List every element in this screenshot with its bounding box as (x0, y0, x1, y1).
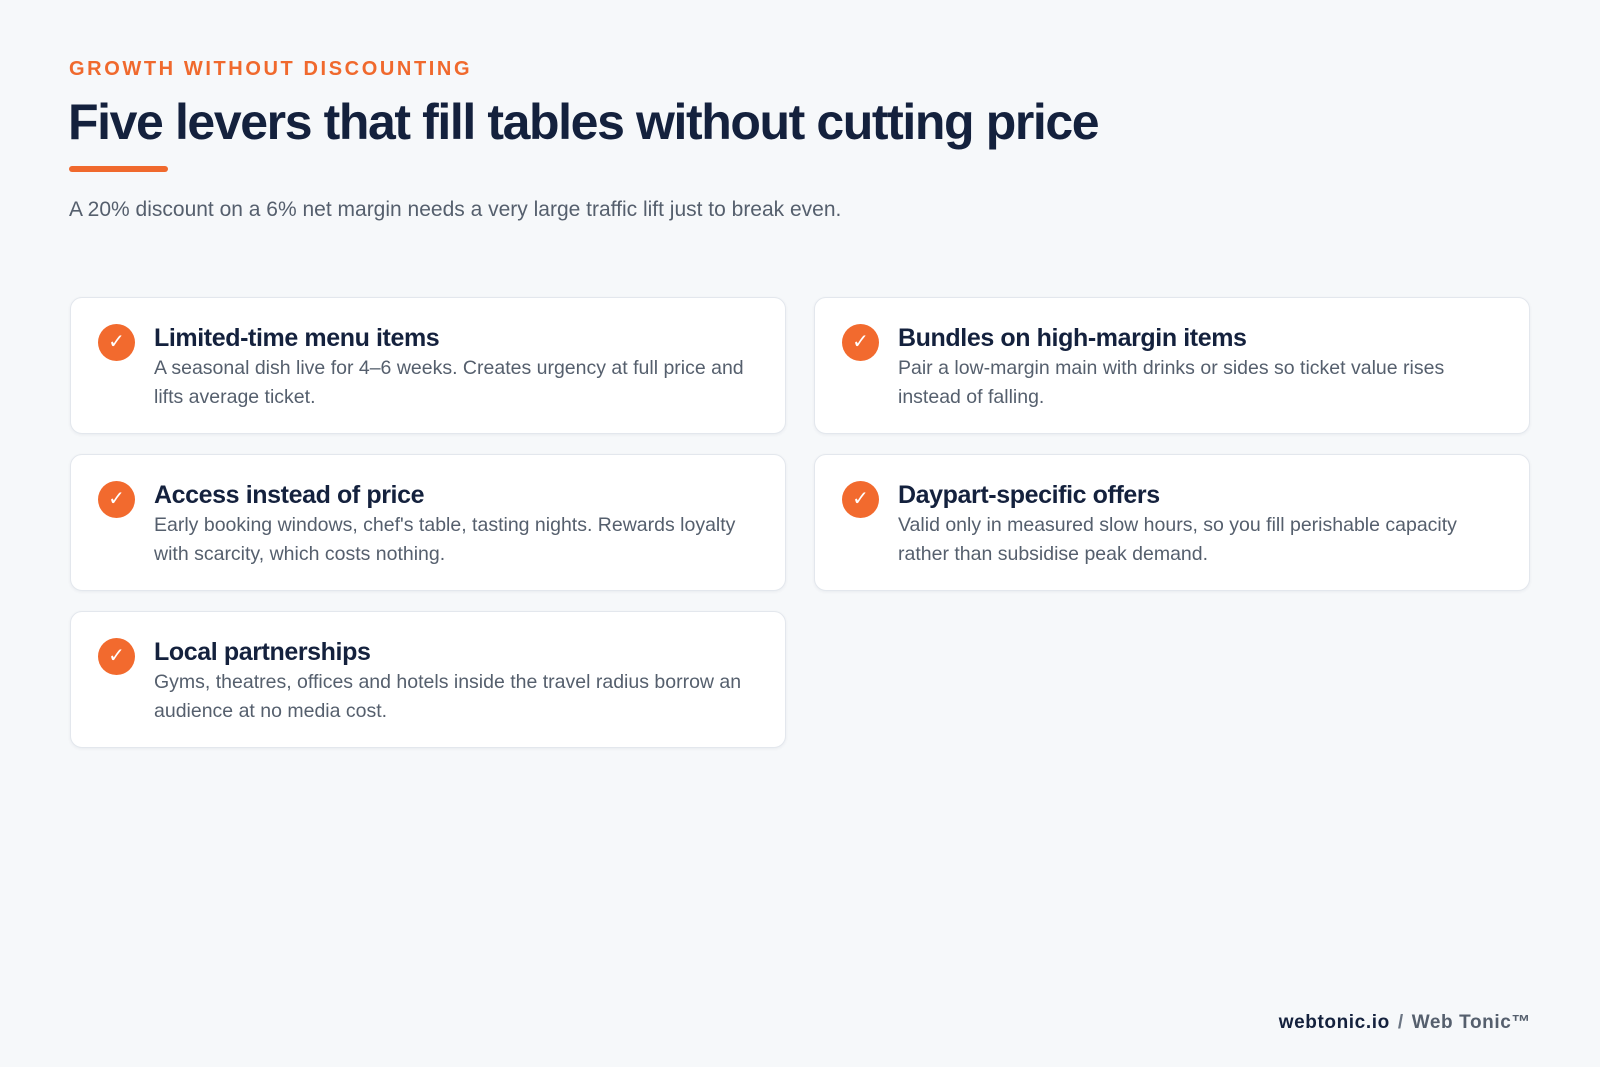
footer-domain: webtonic.io (1278, 1012, 1390, 1033)
check-icon: ✓ (842, 324, 879, 361)
eyebrow-label: GROWTH WITHOUT DISCOUNTING (69, 58, 473, 80)
lever-title: Daypart-specific offers (898, 481, 1160, 509)
check-icon: ✓ (98, 481, 135, 518)
title-accent-rule (69, 166, 168, 172)
lever-description: Pair a low-margin main with drinks or si… (898, 357, 1445, 408)
lever-card: ✓ Daypart-specific offers Valid only in … (814, 454, 1530, 591)
page-title: Five levers that fill tables without cut… (68, 94, 1100, 150)
lever-card: ✓ Bundles on high-margin items Pair a lo… (814, 297, 1530, 434)
lever-title: Local partnerships (154, 638, 371, 666)
lever-card: ✓ Access instead of price Early booking … (70, 454, 786, 591)
check-icon: ✓ (98, 324, 135, 361)
lever-description: Valid only in measured slow hours, so yo… (898, 514, 1457, 565)
check-icon: ✓ (842, 481, 879, 518)
footer-separator: / (1397, 1012, 1404, 1033)
lever-card: ✓ Limited-time menu items A seasonal dis… (70, 297, 786, 434)
levers-grid: ✓ Limited-time menu items A seasonal dis… (70, 297, 1530, 748)
lever-description: Gyms, theatres, offices and hotels insid… (154, 671, 742, 722)
lever-title: Limited-time menu items (154, 324, 440, 352)
lever-description: A seasonal dish live for 4–6 weeks. Crea… (154, 357, 744, 408)
page-subtitle: A 20% discount on a 6% net margin needs … (69, 198, 842, 221)
footer-brand: webtonic.io / Web Tonic™ (1279, 1012, 1531, 1034)
lever-description: Early booking windows, chef's table, tas… (154, 514, 736, 565)
lever-title: Bundles on high-margin items (898, 324, 1247, 352)
footer-brand-name: Web Tonic™ (1411, 1012, 1531, 1033)
lever-title: Access instead of price (154, 481, 425, 509)
check-icon: ✓ (98, 638, 135, 675)
lever-card: ✓ Local partnerships Gyms, theatres, off… (70, 611, 786, 748)
